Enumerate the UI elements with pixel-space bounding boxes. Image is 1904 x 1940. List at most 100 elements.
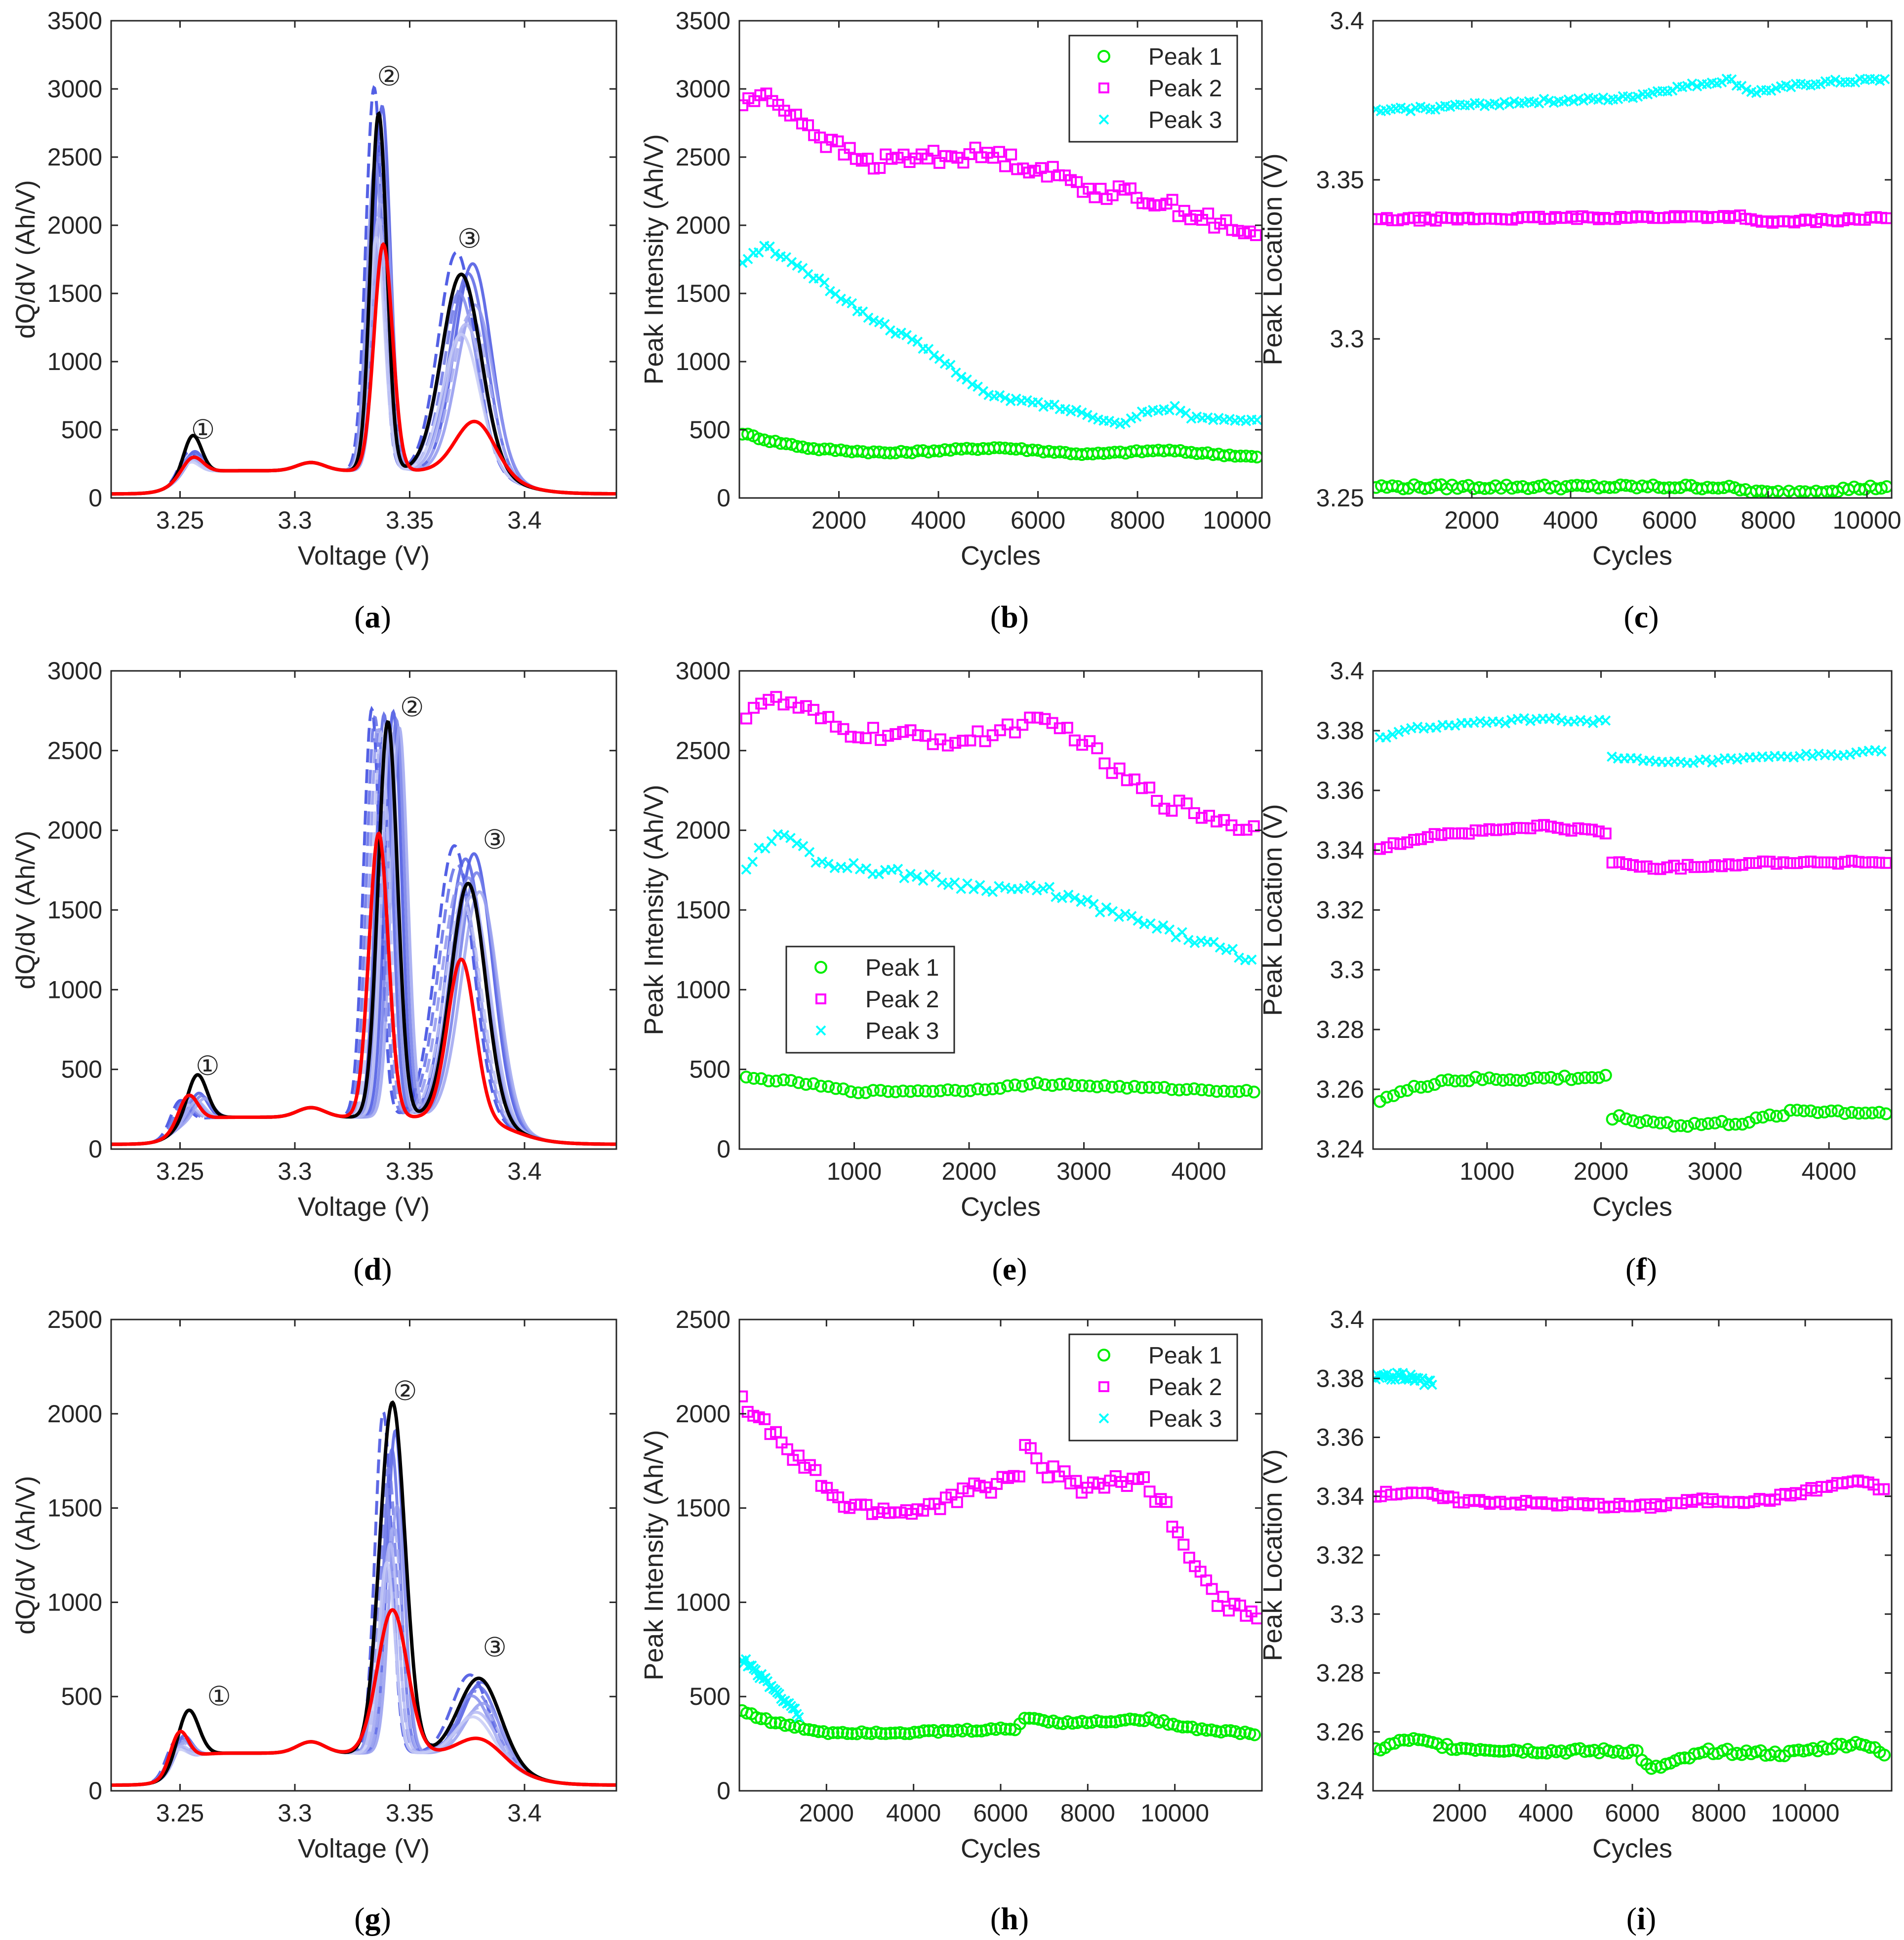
marker-point <box>866 1084 880 1097</box>
x-tick-label: 3.4 <box>507 1799 542 1827</box>
x-tick-label: 2000 <box>799 1799 854 1827</box>
marker-point <box>855 155 868 167</box>
y-tick-label: 3000 <box>676 657 730 685</box>
legend-label: Peak 3 <box>1148 107 1222 133</box>
y-tick-label: 3.26 <box>1316 1075 1364 1103</box>
marker-point <box>1875 482 1888 495</box>
marker-point <box>1113 762 1126 775</box>
marker-point <box>1412 721 1423 732</box>
marker-point <box>890 728 902 740</box>
peak-label-3: ③ <box>483 1633 506 1662</box>
marker-point <box>1503 823 1516 835</box>
marker-point <box>1445 1743 1458 1756</box>
marker-point <box>1087 412 1098 423</box>
y-tick-label: 3000 <box>676 75 730 103</box>
marker-point <box>1538 1072 1551 1085</box>
marker-point <box>1462 1074 1475 1087</box>
curve-blue-7 <box>111 725 616 1146</box>
y-axis-label: Peak Location (V) <box>1258 153 1288 365</box>
peak-label-1: ① <box>191 415 215 445</box>
marker-point <box>1801 748 1812 759</box>
marker-point <box>739 99 749 112</box>
marker-point <box>1517 822 1530 834</box>
marker-point <box>1245 450 1258 463</box>
marker-point <box>829 1082 843 1095</box>
y-tick-label: 1500 <box>47 280 102 307</box>
marker-point <box>874 1727 888 1740</box>
y-tick-label: 500 <box>61 1683 102 1710</box>
marker-point <box>817 856 827 867</box>
marker-point <box>1150 1081 1164 1094</box>
marker-point <box>1246 954 1257 965</box>
marker-point <box>1220 214 1232 226</box>
marker-point <box>851 1086 865 1100</box>
marker-point <box>741 864 752 875</box>
marker-point <box>1166 805 1178 817</box>
marker-point <box>1876 746 1887 757</box>
marker-point <box>1001 1079 1014 1093</box>
marker-point <box>1490 824 1502 836</box>
marker-point <box>1016 1079 1029 1093</box>
marker-point <box>813 273 824 284</box>
marker-point <box>1393 1734 1406 1747</box>
marker-point <box>1069 893 1080 904</box>
marker-point <box>919 730 932 742</box>
marker-point <box>1599 1069 1612 1082</box>
marker-point <box>836 293 846 304</box>
marker-point <box>1101 902 1112 913</box>
panel-caption-i: (i) <box>1626 1901 1656 1936</box>
marker-point <box>1083 182 1095 195</box>
marker-point <box>964 734 976 746</box>
axes-box <box>1372 1319 1893 1792</box>
marker-point <box>1234 952 1244 963</box>
marker-point <box>1214 217 1226 230</box>
axes-box <box>110 670 617 1150</box>
marker-point <box>847 298 857 309</box>
marker-point <box>808 129 820 141</box>
marker-point <box>1478 1743 1492 1757</box>
marker-point <box>1811 1106 1824 1119</box>
marker-point <box>1688 757 1699 768</box>
marker-point <box>1879 1107 1892 1120</box>
legend: Peak 1 Peak 2 Peak 3 <box>785 946 955 1054</box>
panel-i: 2000 4000 6000 8000 10000 3.24 3.26 3.28 3.3 3.32… <box>1258 1306 1893 1936</box>
marker-point <box>1587 718 1598 728</box>
marker-point <box>1387 837 1400 849</box>
marker-point <box>1186 413 1197 424</box>
marker-point <box>1592 1071 1605 1084</box>
marker-point <box>1831 1104 1845 1117</box>
peak-label-2: ② <box>393 1376 417 1406</box>
x-tick-label: 1000 <box>827 1157 882 1185</box>
series-peak-3 <box>1375 712 1887 768</box>
peak-label-3: ③ <box>483 825 506 855</box>
marker-point <box>770 691 782 703</box>
marker-point <box>1060 1077 1074 1091</box>
y-tick-label: 3.34 <box>1316 836 1364 864</box>
marker-point <box>1025 880 1036 891</box>
marker-point <box>1076 897 1087 907</box>
marker-point <box>1023 1077 1037 1091</box>
marker-point <box>1579 1071 1592 1084</box>
marker-point <box>791 838 802 849</box>
marker-point <box>1654 863 1666 875</box>
x-axis-label: Voltage (V) <box>298 541 430 571</box>
marker-point <box>912 336 923 347</box>
marker-point <box>1076 407 1087 418</box>
marker-point <box>1873 857 1885 869</box>
marker-point <box>963 148 975 161</box>
marker-point <box>1248 1728 1261 1741</box>
marker-point <box>1550 1745 1563 1759</box>
marker-point <box>1119 1713 1132 1727</box>
marker-point <box>1176 1720 1189 1734</box>
marker-point <box>1421 1080 1434 1093</box>
marker-point <box>1031 1076 1044 1089</box>
marker-point <box>1196 214 1209 226</box>
marker-point <box>1545 821 1557 833</box>
marker-point <box>1633 1116 1646 1129</box>
curve-blue-4 <box>111 716 616 1146</box>
marker-point <box>1790 1104 1804 1117</box>
marker-point <box>1394 838 1407 850</box>
marker-point <box>1578 1745 1591 1758</box>
y-tick-label: 1500 <box>676 896 730 924</box>
marker-point <box>1202 412 1213 423</box>
